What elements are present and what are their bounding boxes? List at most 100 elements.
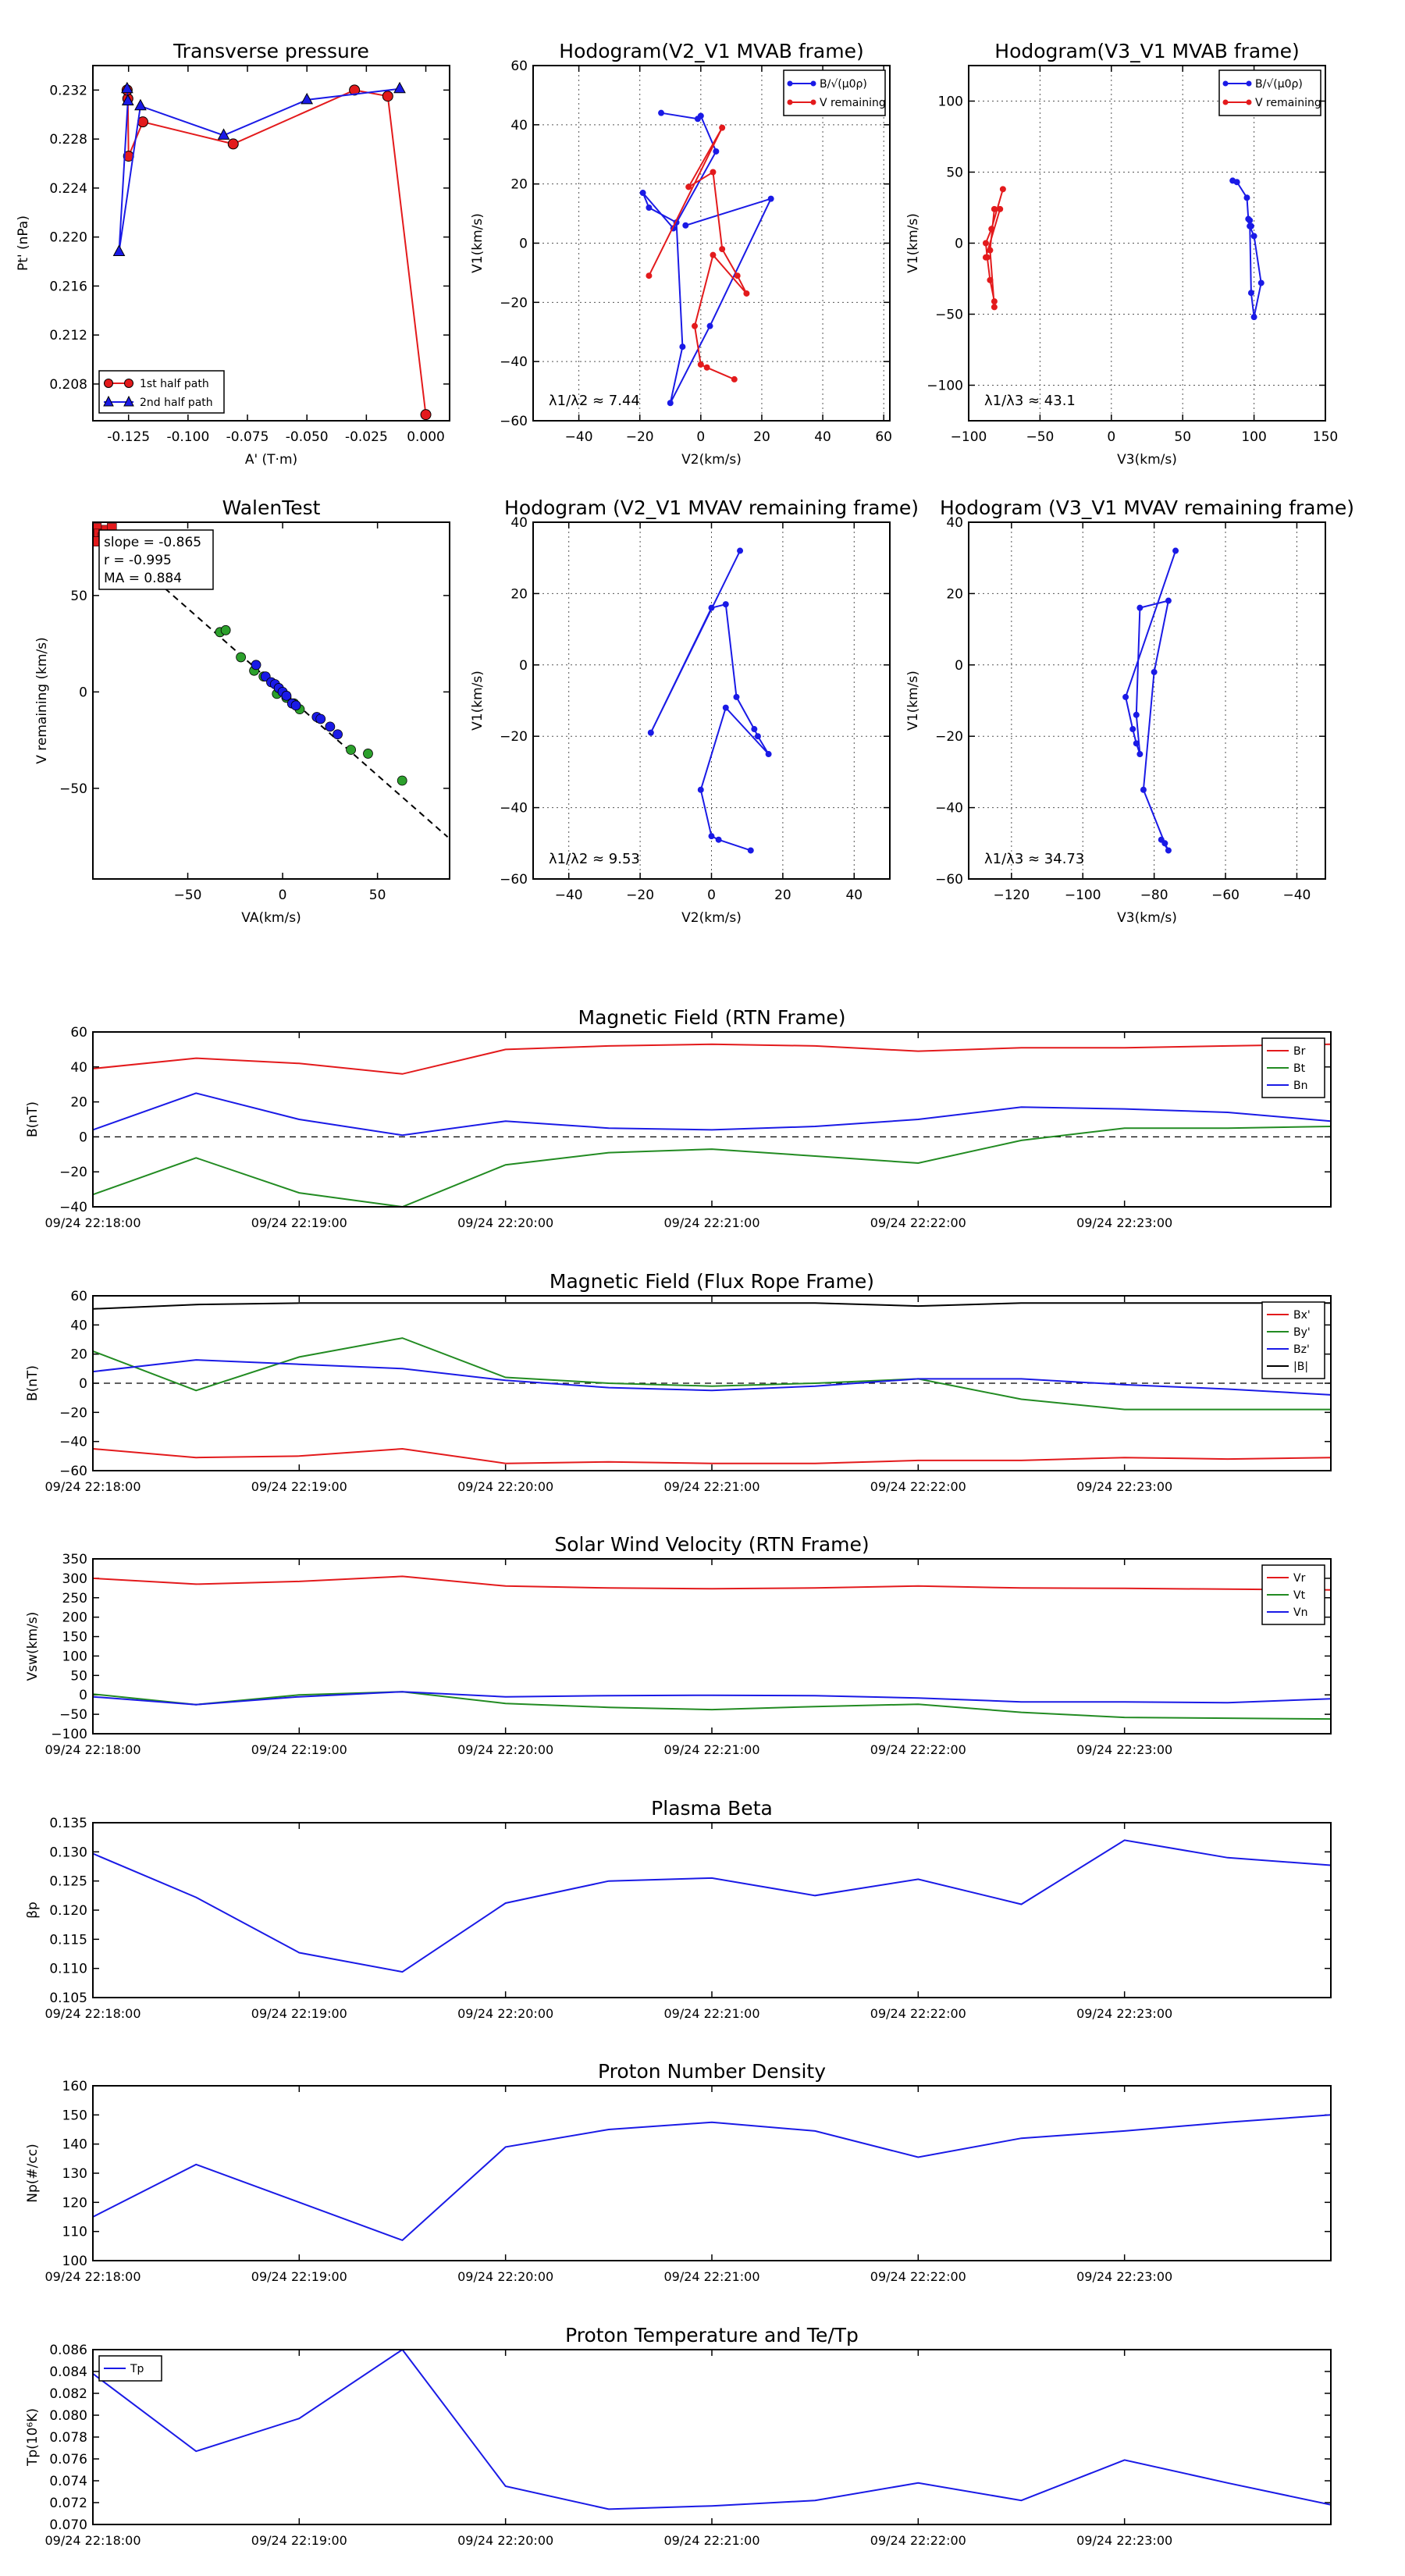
data-point-red	[93, 536, 100, 546]
x-tick-label: 09/24 22:22:00	[870, 1742, 966, 1757]
x-tick-label: 09/24 22:20:00	[457, 2006, 553, 2021]
legend-label: B/√(μ0ρ)	[820, 78, 867, 91]
y-tick-label: 0	[955, 658, 963, 674]
y-tick-label: −100	[51, 1727, 87, 1742]
x-tick-label: 09/24 22:18:00	[44, 2006, 140, 2021]
x-tick-label: -0.125	[107, 429, 150, 445]
y-tick-label: 0.208	[49, 377, 87, 393]
hodogram-point	[1247, 217, 1254, 224]
x-tick-label: −40	[555, 888, 583, 903]
y-tick-label: −60	[59, 1464, 87, 1479]
x-tick-label: 0	[707, 888, 716, 903]
x-tick-label: 09/24 22:21:00	[663, 1742, 759, 1757]
hodogram-point	[713, 148, 720, 155]
panel-walen: WalenTest −50 0 50 −50 0 50 VA(km/s) V remaining…	[34, 496, 450, 926]
legend-marker	[103, 395, 114, 407]
plot-frame	[532, 65, 891, 422]
x-tick-label: −40	[565, 429, 593, 445]
hodogram-point	[733, 693, 740, 700]
y-axis-label: B(nT)	[25, 1101, 41, 1137]
hodogram-point	[715, 836, 722, 843]
plot-frame	[92, 521, 450, 880]
panel-tp: Transverse pressure -0.125 -0.100 -0.075 -0.…	[16, 40, 450, 468]
x-tick-label: 09/24 22:19:00	[251, 1215, 347, 1230]
y-tick-label: −20	[500, 295, 528, 311]
y-axis-label: Np(#/cc)	[25, 2144, 41, 2202]
legend-marker	[787, 80, 793, 87]
legend-label: 1st half path	[140, 378, 209, 390]
x-axis-label: VA(km/s)	[241, 910, 301, 926]
data-point-blue	[315, 713, 326, 724]
y-tick-label: 60	[70, 1025, 87, 1041]
y-tick-label: 50	[946, 165, 963, 181]
y-axis-label: Vsw(km/s)	[25, 1612, 41, 1681]
legend-box	[783, 69, 886, 116]
hodogram-point	[1133, 740, 1140, 747]
hodogram-point	[1158, 836, 1165, 843]
y-tick-label: 0.232	[49, 83, 87, 98]
hodogram-point	[999, 186, 1006, 193]
legend-label: Bz'	[1293, 1343, 1310, 1356]
series-line-Bx'	[93, 1447, 1331, 1464]
hodogram-point	[1136, 751, 1144, 758]
x-tick-label: −100	[1065, 888, 1101, 903]
y-tick-label: −50	[935, 308, 963, 323]
legend-label: B/√(μ0ρ)	[1255, 78, 1303, 91]
data-point-blue	[325, 721, 336, 732]
x-tick-label: 09/24 22:18:00	[44, 1215, 140, 1230]
x-tick-label: 09/24 22:18:00	[44, 1479, 140, 1494]
y-tick-label: 0.072	[49, 2496, 87, 2511]
y-axis-label: V1(km/s)	[470, 671, 486, 731]
y-axis-label: V1(km/s)	[905, 671, 921, 731]
data-point-triangle	[112, 244, 126, 256]
chart-title: Hodogram(V2_V1 MVAB frame)	[559, 40, 863, 62]
x-tick-label: 09/24 22:20:00	[457, 1742, 553, 1757]
series-line-Vr	[93, 1575, 1331, 1591]
hodogram-point	[658, 109, 665, 116]
y-tick-label: −50	[59, 1707, 87, 1723]
y-tick-label: 300	[62, 1571, 87, 1587]
y-tick-label: 150	[62, 2108, 87, 2123]
legend-marker	[124, 379, 133, 388]
plot-frame	[532, 521, 891, 880]
data-point-green	[363, 749, 373, 759]
hodogram-point	[1247, 222, 1254, 229]
y-tick-label: −20	[59, 1405, 87, 1421]
series-line-|B|	[93, 1302, 1331, 1310]
y-tick-label: −50	[59, 781, 87, 797]
hodogram-point	[982, 254, 989, 261]
plot-frame	[92, 65, 450, 422]
data-point-circle	[420, 409, 432, 421]
y-tick-label: −40	[500, 354, 528, 370]
y-tick-label: 0	[79, 685, 87, 700]
x-tick-label: 50	[1174, 429, 1191, 445]
hodogram-point	[1250, 314, 1257, 321]
series-line-Bn	[93, 1092, 1331, 1137]
x-tick-label: −60	[1211, 888, 1240, 903]
legend-label: V remaining	[820, 97, 886, 109]
x-tick-label: 60	[875, 429, 892, 445]
hodogram-point	[737, 547, 744, 554]
x-tick-label: 09/24 22:22:00	[870, 2533, 966, 2548]
data-point-triangle	[121, 94, 134, 105]
x-tick-label: 09/24 22:19:00	[251, 2269, 347, 2284]
hodogram-point	[1247, 290, 1254, 297]
plot-frame	[92, 1558, 1332, 1735]
y-tick-label: 0.220	[49, 230, 87, 246]
legend-label: Bt	[1293, 1062, 1306, 1075]
hodogram-point	[1165, 847, 1172, 854]
hodogram-point	[639, 190, 646, 197]
x-tick-label: 09/24 22:21:00	[663, 2269, 759, 2284]
hodogram-point	[743, 290, 750, 297]
hodogram-point	[982, 240, 989, 247]
data-point-triangle	[393, 81, 406, 94]
y-axis-label: V remaining (km/s)	[34, 637, 50, 764]
data-point-circle	[349, 84, 361, 96]
y-tick-label: 0.130	[49, 1845, 87, 1860]
chart-title: Proton Temperature and Te/Tp	[565, 2324, 859, 2347]
y-tick-label: 0.110	[49, 1962, 87, 1977]
data-point-circle	[227, 138, 239, 150]
x-tick-label: 09/24 22:22:00	[870, 1215, 966, 1230]
legend-marker	[810, 80, 816, 87]
data-point-blue	[251, 660, 261, 671]
